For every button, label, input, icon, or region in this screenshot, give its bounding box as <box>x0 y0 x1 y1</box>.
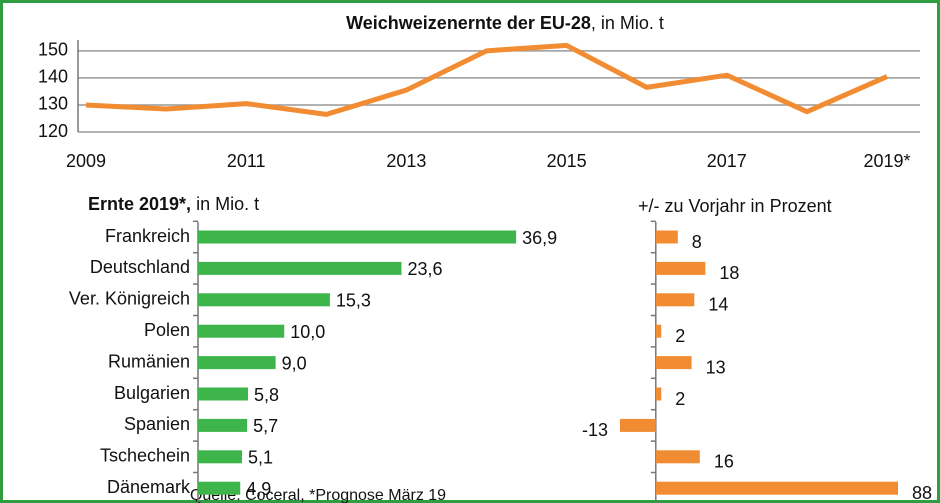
change-title: +/- zu Vorjahr in Prozent <box>638 196 832 216</box>
category-label: Deutschland <box>90 257 190 277</box>
category-label: Tschechein <box>100 446 190 466</box>
value-label: 14 <box>708 295 728 315</box>
x-tick-label: 2011 <box>227 151 266 171</box>
value-label: 5,7 <box>253 416 278 436</box>
line <box>85 42 889 117</box>
title-suffix: in Mio. t <box>191 194 259 214</box>
value-label: 16 <box>714 452 734 472</box>
bar <box>655 356 692 370</box>
value-label: 5,1 <box>248 448 273 468</box>
x-tick-label: 2009 <box>66 151 106 171</box>
value-label: 36,9 <box>522 228 557 248</box>
bar <box>655 481 898 495</box>
bar <box>198 261 402 275</box>
bar <box>198 324 285 338</box>
y-tick-label: 130 <box>38 94 68 114</box>
bar <box>198 387 249 401</box>
bar <box>655 261 706 275</box>
line-title: Weichweizenernte der EU-28, in Mio. t <box>346 13 664 33</box>
value-label: 18 <box>719 263 739 283</box>
bar <box>198 450 242 464</box>
bar <box>198 481 241 495</box>
value-label: 2 <box>675 389 685 409</box>
bar-title: Ernte 2019*, in Mio. t <box>88 194 259 214</box>
x-tick-label: 2017 <box>707 151 747 171</box>
category-label: Frankreich <box>105 226 190 246</box>
y-tick-label: 150 <box>38 40 68 60</box>
bar <box>198 293 330 307</box>
category-label: Ver. Königreich <box>69 289 190 309</box>
value-label: -13 <box>582 420 608 440</box>
x-tick-label: 2015 <box>547 151 587 171</box>
bar <box>655 387 662 401</box>
bar <box>620 418 656 432</box>
bar <box>198 230 517 244</box>
value-label: 15,3 <box>336 291 371 311</box>
category-label: Rumänien <box>108 351 190 371</box>
bar <box>655 230 678 244</box>
source: Quelle: Coceral, *Prognose März 19 <box>190 487 446 503</box>
category-label: Polen <box>144 320 190 340</box>
category-label: Bulgarien <box>114 383 190 403</box>
bar <box>655 450 700 464</box>
x-tick-label: 2019* <box>863 151 910 171</box>
y-tick-label: 120 <box>38 121 68 141</box>
bar <box>198 418 248 432</box>
bar <box>655 324 662 338</box>
category-label: Spanien <box>124 414 190 434</box>
bar <box>655 293 695 307</box>
category-label: Dänemark <box>107 477 191 497</box>
x-tick-label: 2013 <box>386 151 426 171</box>
value-label: 88 <box>912 483 932 503</box>
value-label: 8 <box>692 232 702 252</box>
value-label: 9,0 <box>282 353 307 373</box>
title-bold: Ernte 2019*, <box>88 194 191 214</box>
title-suffix: , in Mio. t <box>591 13 664 33</box>
value-label: 23,6 <box>407 259 442 279</box>
value-label: 2 <box>675 326 685 346</box>
y-tick-label: 140 <box>38 67 68 87</box>
title-bold: Weichweizenernte der EU-28 <box>346 13 591 33</box>
value-label: 13 <box>706 357 726 377</box>
value-label: 4,9 <box>246 479 271 499</box>
value-label: 5,8 <box>254 385 279 405</box>
value-label: 10,0 <box>290 322 325 342</box>
bar <box>198 356 276 370</box>
